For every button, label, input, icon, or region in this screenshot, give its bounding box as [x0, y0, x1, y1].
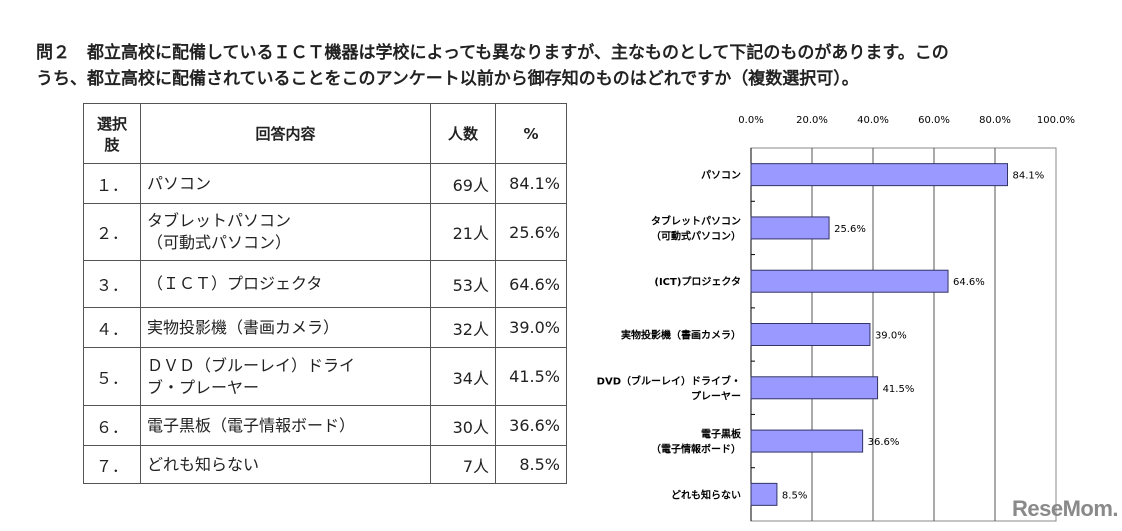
row-answer: パソコン [140, 163, 431, 204]
row-count: 53人 [430, 260, 496, 308]
data-label: 8.5% [782, 490, 807, 501]
data-label: 39.0% [875, 331, 907, 342]
table-row: ３． （ＩＣＴ）プロジェクタ 53人 64.6% [83, 260, 567, 308]
row-number: １． [83, 163, 141, 204]
category-label: （可動式パソコン） [651, 229, 741, 242]
table-row: ５． ＤＶＤ（ブルーレイ）ドライ ブ・プレーヤー 34人 41.5% [83, 347, 567, 406]
question-title-line-2: うち、都立高校に配備されていることをこのアンケート以前から御存知のものはどれです… [36, 69, 859, 89]
bar [750, 216, 830, 240]
row-answer: タブレットパソコン （可動式パソコン） [140, 203, 431, 261]
category-label: 実物投影機（書画カメラ） [621, 329, 741, 342]
results-table: 選択 肢 回答内容 人数 % １． パソコン 69人 84.1% ２． タブレットパソコン… [83, 103, 567, 484]
category-label: （電子情報ボード） [651, 443, 741, 456]
data-label: 25.6% [834, 224, 866, 235]
question-title-line-1: 問２ 都立高校に配備しているＩＣＴ機器は学校によっても異なりますが、主なものとし… [36, 43, 949, 63]
x-tick-label: 0.0% [738, 115, 763, 126]
x-tick-label: 60.0% [918, 115, 950, 126]
bar [750, 429, 864, 453]
row-count: 69人 [430, 163, 496, 204]
row-percent: 64.6% [495, 260, 567, 308]
category-label: (ICT)プロジェクタ [654, 275, 741, 288]
row-percent: 39.0% [495, 307, 567, 348]
table-row: ６． 電子黒板（電子情報ボード） 30人 36.6% [83, 405, 567, 446]
data-label: 84.1% [1013, 171, 1045, 182]
header-count: 人数 [430, 103, 496, 164]
data-label: 36.6% [868, 437, 900, 448]
bar [750, 163, 1009, 187]
bar-chart: 0.0% 20.0% 40.0% 60.0% 80.0% 100.0% 84.1% パソコン 2… [597, 115, 1075, 522]
row-percent: 25.6% [495, 203, 567, 261]
row-number: ６． [83, 405, 141, 446]
bar [750, 376, 879, 400]
row-percent: 36.6% [495, 405, 567, 446]
bar [750, 482, 778, 506]
category-label: DVD（ブルーレイ）ドライブ・ [597, 374, 741, 387]
row-number: ４． [83, 307, 141, 348]
category-label: プレーヤー [691, 389, 741, 402]
x-tick-label: 80.0% [979, 115, 1011, 126]
row-number: ３． [83, 260, 141, 308]
row-answer: （ＩＣＴ）プロジェクタ [140, 260, 431, 308]
header-percent: % [495, 103, 567, 164]
header-choice: 選択 肢 [83, 103, 141, 164]
x-tick-label: 40.0% [857, 115, 889, 126]
row-percent: 41.5% [495, 347, 567, 406]
data-label: 64.6% [953, 277, 985, 288]
row-percent: 84.1% [495, 163, 567, 204]
category-label: タブレットパソコン [651, 214, 741, 227]
category-label: パソコン [701, 170, 741, 182]
row-answer: ＤＶＤ（ブルーレイ）ドライ ブ・プレーヤー [140, 347, 431, 406]
row-answer: 電子黒板（電子情報ボード） [140, 405, 431, 446]
table-header-row: 選択 肢 回答内容 人数 % [83, 103, 567, 164]
table-row: ７． どれも知らない 7人 8.5% [83, 445, 567, 484]
x-tick-label: 20.0% [796, 115, 828, 126]
row-number: ２． [83, 203, 141, 261]
row-count: 7人 [430, 445, 496, 484]
row-count: 30人 [430, 405, 496, 446]
row-number: ５． [83, 347, 141, 406]
data-label: 41.5% [883, 384, 915, 395]
category-label: どれも知らない [671, 488, 741, 501]
table-row: ２． タブレットパソコン （可動式パソコン） 21人 25.6% [83, 203, 567, 261]
row-count: 21人 [430, 203, 496, 261]
row-count: 32人 [430, 307, 496, 348]
resemom-logo: ReseMom. [1012, 496, 1119, 521]
row-percent: 8.5% [495, 445, 567, 484]
header-answer: 回答内容 [140, 103, 431, 164]
x-tick-label: 100.0% [1037, 115, 1075, 126]
table-row: ４． 実物投影機（書画カメラ） 32人 39.0% [83, 307, 567, 348]
category-label: 電子黒板 [701, 428, 742, 441]
row-count: 34人 [430, 347, 496, 406]
bar [750, 323, 871, 346]
bar [750, 269, 949, 293]
row-answer: 実物投影機（書画カメラ） [140, 307, 431, 348]
row-number: ７． [83, 445, 141, 484]
table-row: １． パソコン 69人 84.1% [83, 163, 567, 204]
row-answer: どれも知らない [140, 445, 431, 484]
